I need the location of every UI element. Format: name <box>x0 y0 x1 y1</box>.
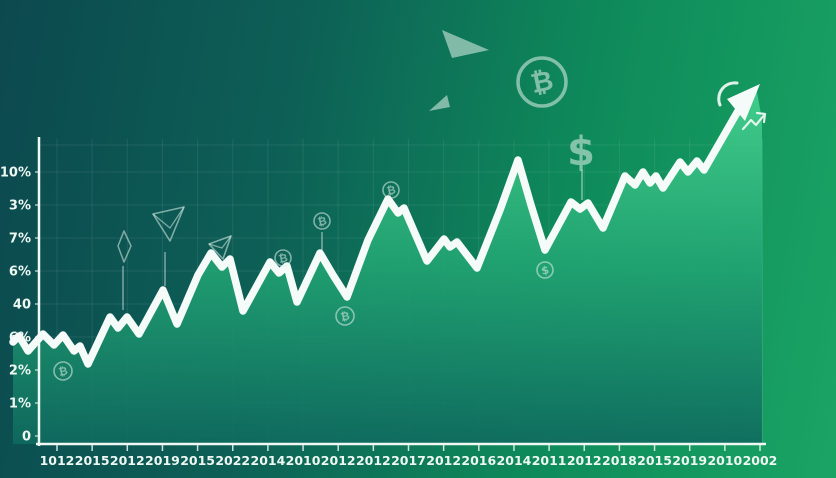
x-tick-label: 2017 <box>391 453 426 468</box>
bitcoin-coin-icon-glyph: ₿ <box>385 183 397 198</box>
trend-arrow-icon <box>741 111 767 131</box>
x-tick-label: 2011 <box>532 453 567 468</box>
area-layer <box>13 92 762 444</box>
x-tick-label: 2015 <box>637 453 672 468</box>
x-tick-label: 2014 <box>497 453 532 468</box>
x-tick-label: 2002 <box>743 453 778 468</box>
x-tick-label: 2010 <box>707 453 742 468</box>
bitcoin-coin-icon-glyph: ₿ <box>277 251 289 266</box>
y-tick-label: 1% <box>9 397 31 412</box>
kite-icon <box>117 230 132 263</box>
x-tick-label: 2015 <box>75 453 110 468</box>
area-fill <box>13 92 762 444</box>
dollar-sign-icon: $ <box>567 129 595 175</box>
bitcoin-medallion-icon-glyph: ₿ <box>528 65 556 100</box>
decoration-layer: ₿ ₿ ₿ ₿ ₿ $ ₿ $ <box>53 30 767 381</box>
x-tick-label: 2012 <box>110 453 145 468</box>
x-tick-label: 2014 <box>251 453 286 468</box>
bitcoin-medallion-icon <box>516 56 568 108</box>
paper-plane-icon <box>152 206 185 242</box>
paper-plane-icon <box>208 235 232 260</box>
bitcoin-coin-icon-glyph: ₿ <box>316 214 328 229</box>
dollar-coin-icon-glyph: $ <box>540 263 550 277</box>
y-tick-label: 3% <box>9 199 31 214</box>
x-tick-label: 2012 <box>567 453 602 468</box>
dollar-coin-icon <box>536 261 554 279</box>
x-tick-label: 2019 <box>145 453 180 468</box>
x-tick-label: 2019 <box>672 453 707 468</box>
x-tick-label: 2016 <box>461 453 496 468</box>
y-tick-label: 2% <box>9 364 31 379</box>
x-tick-label: 2012 <box>321 453 356 468</box>
growth-line <box>9 100 746 368</box>
y-tick-label: 6% <box>9 265 31 280</box>
bitcoin-coin-icon <box>382 181 400 199</box>
y-tick-label: 40 <box>13 298 31 313</box>
y-tick-label: 10% <box>0 166 31 181</box>
arrow-head-icon <box>727 84 760 121</box>
paper-plane-solid-icon <box>429 95 450 111</box>
swoosh-arc-icon <box>717 81 739 107</box>
y-tick-label: 0 <box>22 430 31 445</box>
paper-plane-icon-fold <box>208 235 232 249</box>
x-tick-label: 2018 <box>602 453 637 468</box>
y-tick-label: 7% <box>9 232 31 247</box>
x-tick-label: 2022 <box>215 453 250 468</box>
bitcoin-coin-icon-glyph: ₿ <box>57 364 69 379</box>
bitcoin-coin-icon <box>313 212 331 230</box>
bitcoin-coin-icon <box>274 249 292 267</box>
x-tick-label: 1012 <box>40 453 75 468</box>
paper-plane-solid-icon <box>442 30 489 58</box>
x-tick-label: 2012 <box>356 453 391 468</box>
x-tick-label: 2012 <box>426 453 461 468</box>
x-tick-label: 2015 <box>180 453 215 468</box>
axis-layer: 1012 2015 2012 2019 2015 2022 2014 2010 2012 2012… <box>0 137 777 468</box>
bitcoin-coin-icon <box>335 306 355 326</box>
line-layer <box>9 84 760 368</box>
bitcoin-coin-icon-glyph: ₿ <box>339 309 351 324</box>
paper-plane-icon-fold <box>152 206 185 229</box>
bitcoin-coin-icon <box>53 361 73 381</box>
x-tick-label: 2010 <box>286 453 321 468</box>
